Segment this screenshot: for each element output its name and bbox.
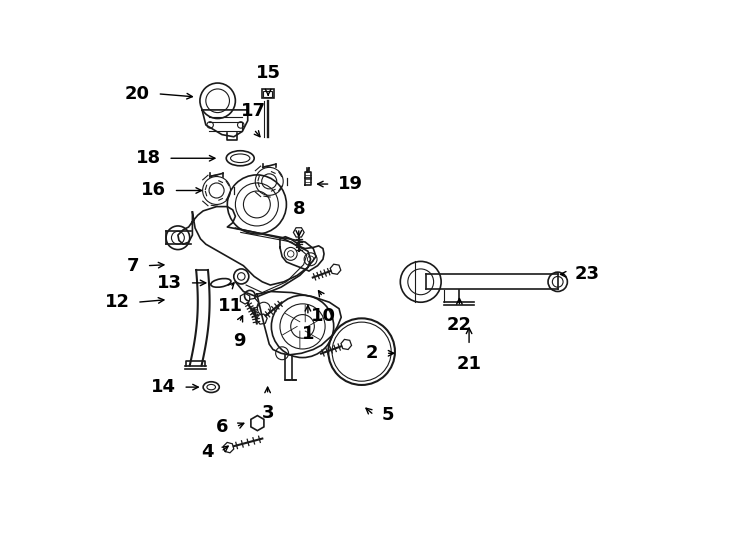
Text: 23: 23 [575, 265, 600, 284]
Text: 18: 18 [136, 149, 161, 167]
Text: 7: 7 [127, 256, 139, 275]
Text: 10: 10 [310, 307, 335, 325]
Text: 1: 1 [302, 325, 314, 343]
Text: 3: 3 [261, 404, 274, 422]
Text: 12: 12 [104, 293, 129, 311]
Text: 19: 19 [338, 175, 363, 193]
Bar [262, 90, 274, 98]
Text: 21: 21 [457, 355, 482, 373]
Text: 5: 5 [382, 406, 394, 424]
Bar [264, 91, 272, 97]
Text: 11: 11 [217, 297, 242, 315]
Text: 22: 22 [447, 316, 472, 334]
Text: 13: 13 [157, 274, 182, 292]
Text: 17: 17 [241, 102, 266, 119]
Text: 20: 20 [125, 85, 150, 103]
Text: 14: 14 [150, 378, 175, 396]
Text: 9: 9 [233, 332, 245, 350]
Text: 6: 6 [216, 418, 228, 436]
Text: 4: 4 [201, 443, 214, 461]
Text: 2: 2 [366, 345, 378, 362]
Text: 15: 15 [255, 64, 280, 82]
Text: 16: 16 [141, 181, 166, 199]
Text: 8: 8 [292, 200, 305, 218]
